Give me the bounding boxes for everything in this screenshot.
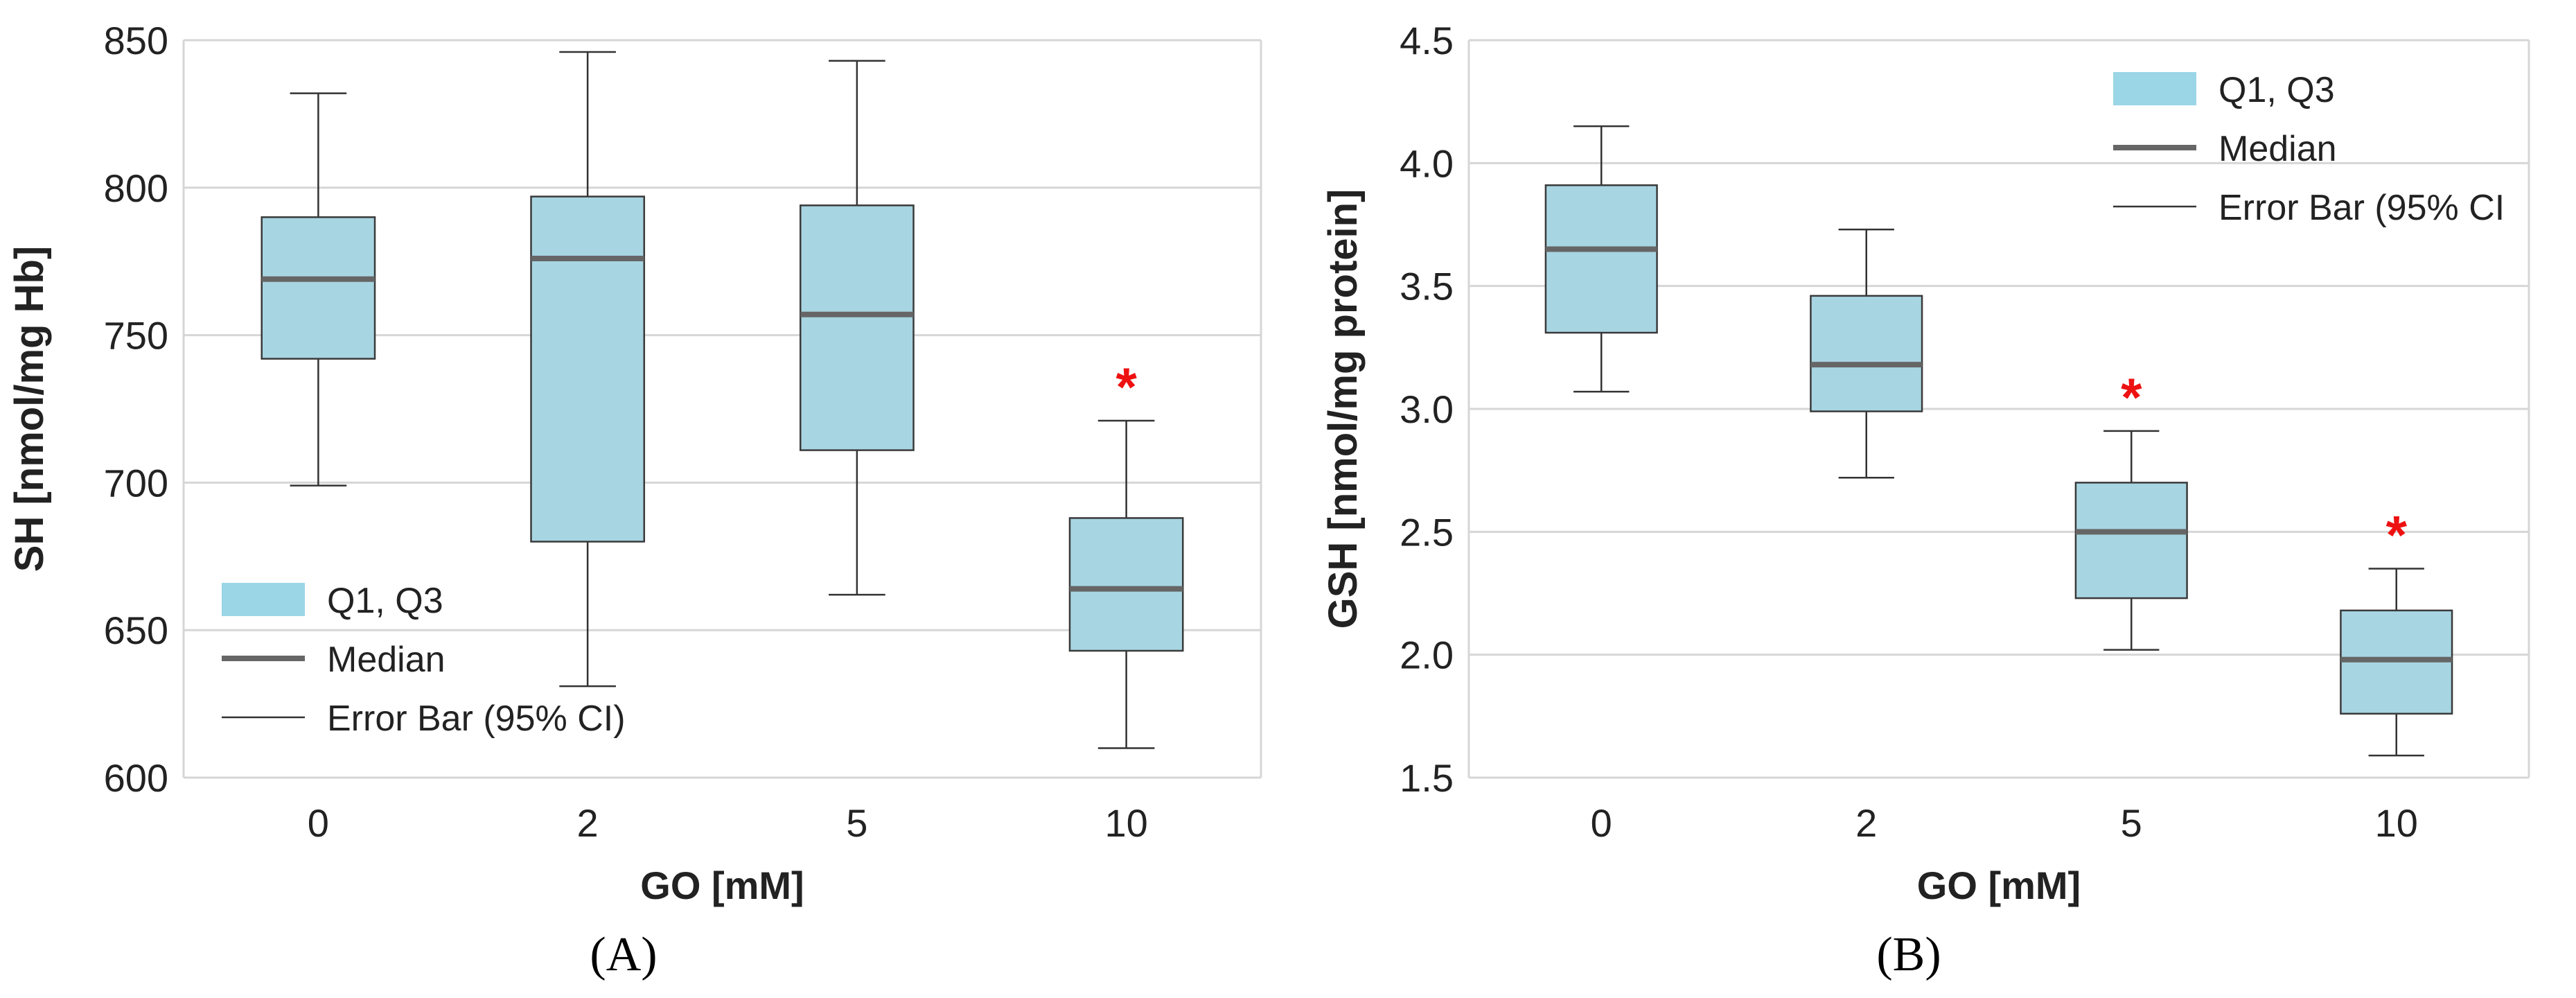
y-tick-label: 750 xyxy=(104,314,168,358)
chart-panel-a: 600 650 700 750 800 850 0 2 5 10 GO [mM] SH [nmol/m… xyxy=(7,19,1262,981)
x-tick-label: 2 xyxy=(577,801,599,845)
legend-box-patch xyxy=(2113,72,2196,105)
legend-box-patch xyxy=(222,583,305,616)
y-tick-label: 700 xyxy=(104,461,168,505)
x-tick-label: 5 xyxy=(846,801,867,845)
y-tick-label: 3.5 xyxy=(1400,265,1454,308)
x-tick-label: 10 xyxy=(1104,801,1147,845)
iqr-box xyxy=(1544,184,1658,334)
iqr-box xyxy=(2074,482,2188,599)
panel-label: (B) xyxy=(1876,928,1941,981)
legend: Q1, Q3 Median Error Bar (95% CI xyxy=(2113,70,2505,228)
legend: Q1, Q3 Median Error Bar (95% CI) xyxy=(222,581,626,739)
x-tick-label: 0 xyxy=(308,801,329,845)
iqr-box xyxy=(1068,517,1184,652)
x-tick-label: 10 xyxy=(2375,801,2418,845)
x-tick-label: 0 xyxy=(1591,801,1612,845)
chart-panel-b: 1.5 2.0 2.5 3.0 3.5 4.0 4.5 0 2 5 10 GO [mM] GSH [nm… xyxy=(1321,19,2530,981)
x-tick-label: 2 xyxy=(1855,801,1877,845)
y-axis-label: GSH [nmol/mg protein] xyxy=(1321,189,1366,629)
box-plot-2 xyxy=(530,51,646,688)
y-tick-label: 2.0 xyxy=(1400,633,1454,677)
y-axis-label: SH [nmol/mg Hb] xyxy=(7,246,52,572)
iqr-box xyxy=(530,195,646,543)
box-plot-0 xyxy=(261,92,376,487)
legend-label-whisker: Error Bar (95% CI xyxy=(2218,188,2505,228)
y-tick-label: 3.0 xyxy=(1400,387,1454,431)
iqr-box xyxy=(1810,295,1923,412)
legend-label-median: Median xyxy=(2218,129,2337,169)
box-plot-0 xyxy=(1544,125,1658,393)
y-tick-label: 850 xyxy=(104,19,168,62)
box-plot-5 xyxy=(799,60,915,596)
box-plot-10: * xyxy=(2340,505,2453,757)
x-axis-label: GO [mM] xyxy=(640,864,804,907)
legend-label-median: Median xyxy=(327,640,445,680)
iqr-box xyxy=(799,204,915,451)
significance-asterisk: * xyxy=(2121,367,2142,428)
box-plot-10: * xyxy=(1068,356,1184,749)
significance-asterisk: * xyxy=(1115,356,1137,417)
iqr-box xyxy=(261,216,376,360)
box-plot-5: * xyxy=(2074,367,2188,651)
significance-asterisk: * xyxy=(2386,505,2408,566)
y-tick-label: 2.5 xyxy=(1400,510,1454,554)
legend-label-box: Q1, Q3 xyxy=(327,581,443,621)
y-tick-label: 800 xyxy=(104,166,168,210)
y-tick-label: 4.5 xyxy=(1400,19,1454,62)
panel-label: (A) xyxy=(590,928,657,981)
legend-label-whisker: Error Bar (95% CI) xyxy=(327,699,626,739)
legend-label-box: Q1, Q3 xyxy=(2218,70,2335,110)
x-axis-label: GO [mM] xyxy=(1917,864,2081,907)
y-tick-label: 600 xyxy=(104,756,168,800)
x-tick-label: 5 xyxy=(2121,801,2142,845)
y-tick-label: 4.0 xyxy=(1400,141,1454,185)
y-tick-label: 1.5 xyxy=(1400,756,1454,800)
y-tick-label: 650 xyxy=(104,609,168,652)
box-plot-2 xyxy=(1810,228,1923,479)
